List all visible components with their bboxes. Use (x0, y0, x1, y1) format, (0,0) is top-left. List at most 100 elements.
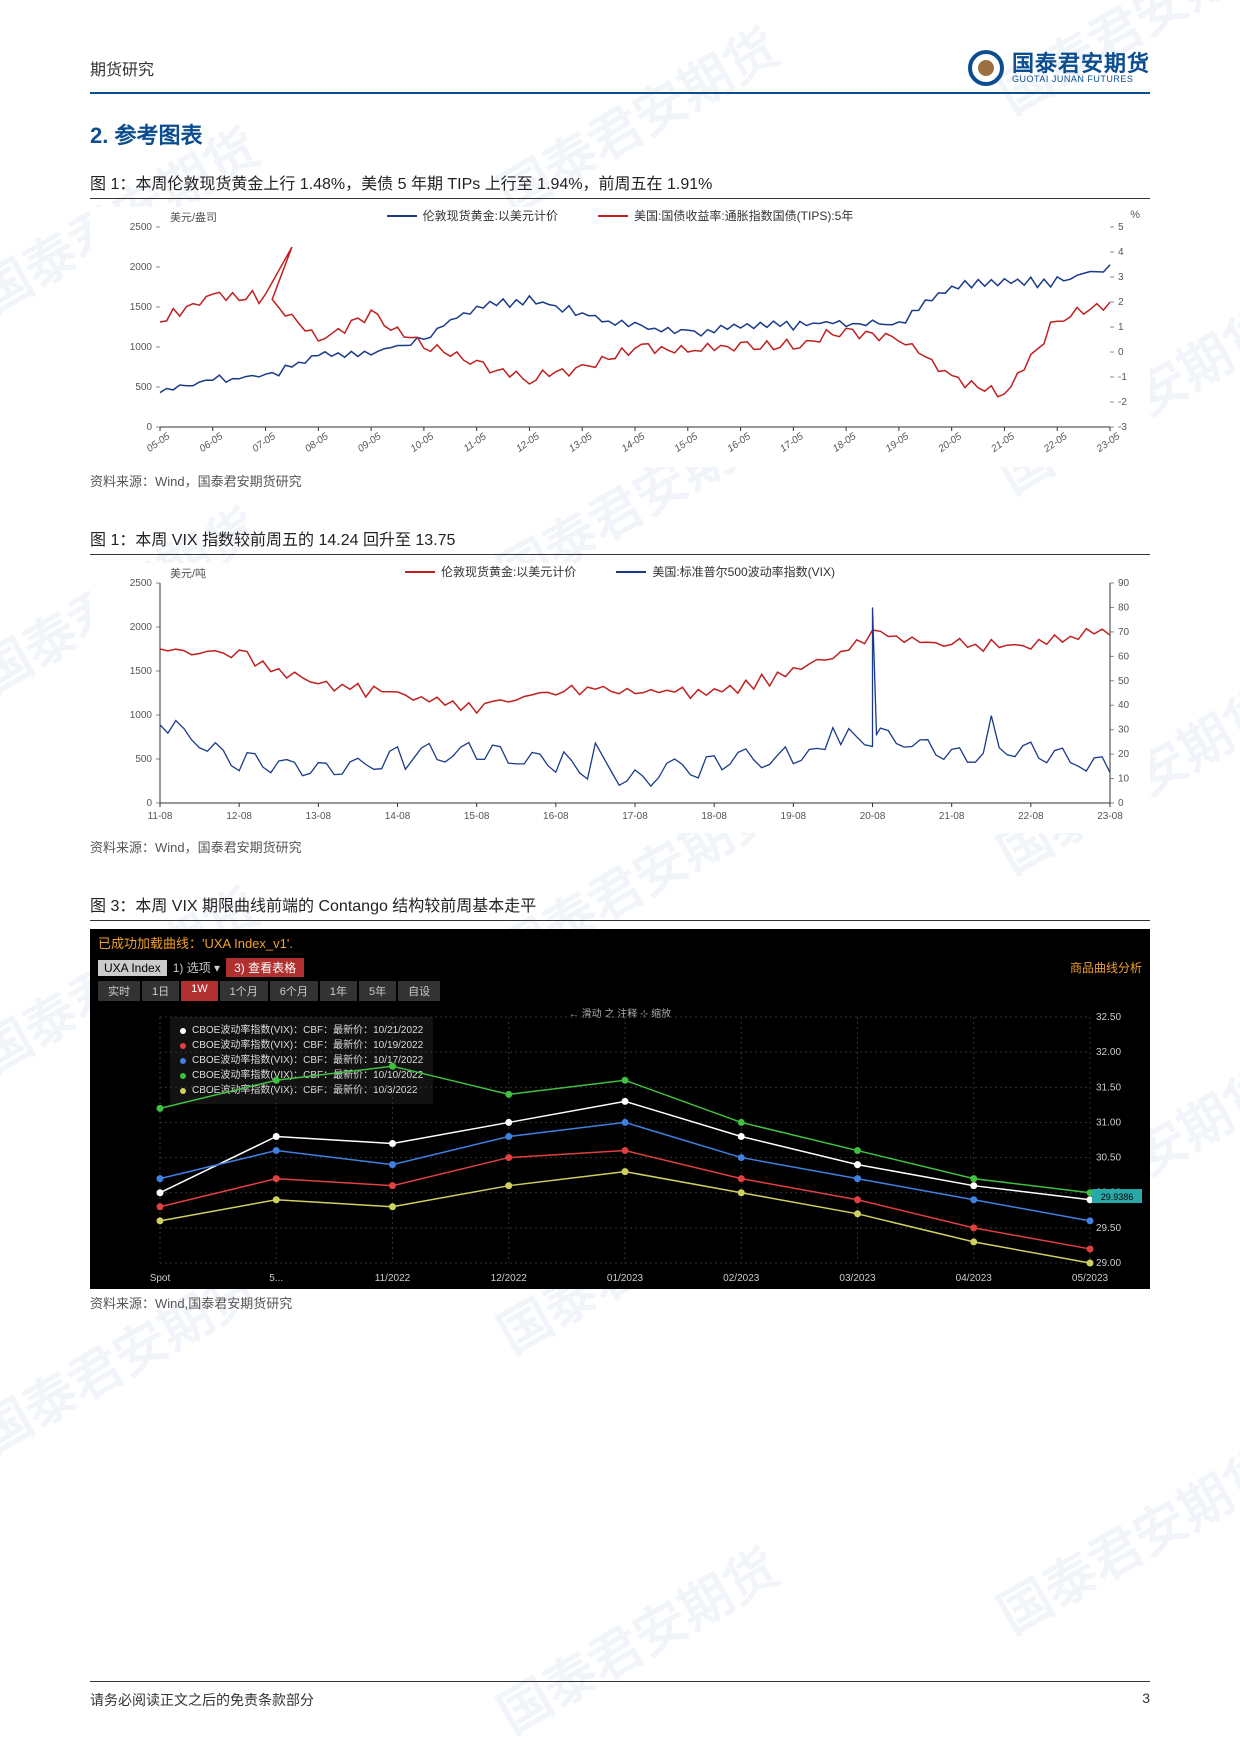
term-loaded: 已成功加载曲线：'UXA Index_v1'. (98, 936, 293, 951)
svg-text:14-05: 14-05 (620, 431, 648, 455)
svg-text:-2: -2 (1118, 397, 1127, 408)
svg-text:-1: -1 (1118, 372, 1127, 383)
term-tab-7[interactable]: 自设 (398, 981, 440, 1001)
svg-text:31.50: 31.50 (1096, 1082, 1121, 1093)
svg-text:17-05: 17-05 (778, 431, 806, 455)
svg-text:16-05: 16-05 (725, 431, 753, 455)
fig3-title: 图 3：本周 VIX 期限曲线前端的 Contango 结构较前周基本走平 (90, 892, 1150, 921)
svg-text:21-08: 21-08 (939, 811, 965, 822)
svg-text:29.50: 29.50 (1096, 1223, 1121, 1234)
svg-text:10: 10 (1118, 774, 1130, 785)
svg-text:5...: 5... (269, 1273, 283, 1284)
term-tab-0[interactable]: 实时 (98, 981, 140, 1001)
svg-text:10-05: 10-05 (409, 431, 437, 455)
svg-text:30: 30 (1118, 725, 1130, 736)
fig1-title: 图 1：本周伦敦现货黄金上行 1.48%，美债 5 年期 TIPs 上行至 1.… (90, 170, 1150, 199)
svg-text:18-08: 18-08 (701, 811, 727, 822)
fig1-chart: 美元/盎司 % 伦敦现货黄金:以美元计价 美国:国债收益率:通胀指数国债(TIP… (90, 207, 1150, 467)
svg-text:21-05: 21-05 (989, 431, 1017, 456)
section-title: 2. 参考图表 (90, 118, 1150, 150)
fig1-source: 资料来源：Wind，国泰君安期货研究 (90, 471, 1150, 490)
svg-text:0: 0 (1118, 798, 1124, 809)
svg-text:80: 80 (1118, 602, 1130, 613)
page-header: 期货研究 国泰君安期货 GUOTAI JUNAN FUTURES (90, 50, 1150, 94)
term-uxa: UXA Index (98, 960, 167, 976)
svg-text:30.50: 30.50 (1096, 1153, 1121, 1164)
svg-text:1500: 1500 (130, 302, 153, 313)
svg-text:17-08: 17-08 (622, 811, 648, 822)
svg-text:1500: 1500 (130, 666, 153, 677)
term-tab-2[interactable]: 1W (181, 981, 218, 1001)
fig1-legend: 伦敦现货黄金:以美元计价 美国:国债收益率:通胀指数国债(TIPS):5年 (90, 207, 1150, 224)
term-tab-4[interactable]: 6个月 (270, 981, 318, 1001)
svg-text:32.00: 32.00 (1096, 1047, 1121, 1058)
term-options[interactable]: 1) 选项 ▾ (173, 959, 220, 976)
svg-text:12-08: 12-08 (226, 811, 252, 822)
svg-text:15-05: 15-05 (673, 431, 701, 455)
fig2-legend2: 美国:标准普尔500波动率指数(VIX) (652, 563, 835, 580)
svg-text:500: 500 (135, 754, 152, 765)
svg-text:02/2023: 02/2023 (723, 1273, 760, 1284)
svg-text:Spot: Spot (150, 1273, 171, 1284)
svg-text:07-05: 07-05 (250, 431, 278, 455)
logo-cn: 国泰君安期货 (1012, 53, 1150, 75)
svg-text:08-05: 08-05 (303, 431, 331, 455)
term-view-table[interactable]: 3) 查看表格 (226, 958, 304, 977)
svg-text:14-08: 14-08 (385, 811, 411, 822)
svg-text:19-08: 19-08 (781, 811, 807, 822)
svg-text:22-08: 22-08 (1018, 811, 1044, 822)
fig2-title: 图 1：本周 VIX 指数较前周五的 14.24 回升至 13.75 (90, 526, 1150, 555)
svg-text:2000: 2000 (130, 622, 153, 633)
svg-text:05-05: 05-05 (145, 431, 173, 455)
brand-logo: 国泰君安期货 GUOTAI JUNAN FUTURES (968, 50, 1150, 86)
svg-text:01/2023: 01/2023 (607, 1273, 644, 1284)
svg-text:2000: 2000 (130, 262, 153, 273)
logo-en: GUOTAI JUNAN FUTURES (1012, 75, 1150, 84)
svg-text:03/2023: 03/2023 (839, 1273, 876, 1284)
svg-text:40: 40 (1118, 700, 1130, 711)
term-tab-1[interactable]: 1日 (142, 981, 179, 1001)
svg-text:3: 3 (1118, 272, 1124, 283)
term-tab-6[interactable]: 5年 (359, 981, 396, 1001)
svg-text:13-05: 13-05 (567, 431, 595, 455)
svg-text:60: 60 (1118, 651, 1130, 662)
term-tab-3[interactable]: 1个月 (220, 981, 268, 1001)
svg-text:19-05: 19-05 (884, 431, 912, 455)
svg-text:04/2023: 04/2023 (956, 1273, 993, 1284)
svg-text:32.50: 32.50 (1096, 1012, 1121, 1023)
svg-text:-3: -3 (1118, 422, 1127, 433)
fig2-chart: 美元/吨 伦敦现货黄金:以美元计价 美国:标准普尔500波动率指数(VIX) 0… (90, 563, 1150, 833)
fig2-legend1: 伦敦现货黄金:以美元计价 (441, 563, 576, 580)
logo-icon (968, 50, 1004, 86)
svg-text:0: 0 (146, 422, 152, 433)
svg-text:29.00: 29.00 (1096, 1258, 1121, 1269)
fig3-terminal: 已成功加载曲线：'UXA Index_v1'. UXA Index 1) 选项 … (90, 929, 1150, 1289)
svg-text:11-08: 11-08 (148, 811, 173, 822)
fig1-legend2: 美国:国债收益率:通胀指数国债(TIPS):5年 (634, 207, 853, 224)
term-tab-5[interactable]: 1年 (320, 981, 357, 1001)
svg-text:29.9386: 29.9386 (1101, 1192, 1134, 1202)
fig1-legend1: 伦敦现货黄金:以美元计价 (423, 207, 558, 224)
svg-text:05/2023: 05/2023 (1072, 1273, 1109, 1284)
svg-text:50: 50 (1118, 676, 1130, 687)
fig3-source: 资料来源：Wind,国泰君安期货研究 (90, 1293, 1150, 1312)
term-analysis: 商品曲线分析 (1070, 959, 1142, 976)
svg-text:15-08: 15-08 (464, 811, 490, 822)
svg-text:12/2022: 12/2022 (491, 1273, 528, 1284)
svg-text:31.00: 31.00 (1096, 1117, 1121, 1128)
svg-text:20: 20 (1118, 749, 1130, 760)
svg-text:0: 0 (1118, 347, 1124, 358)
svg-text:18-05: 18-05 (831, 431, 859, 455)
watermark: 国泰君安期货 (482, 1527, 790, 1748)
svg-text:1: 1 (1118, 322, 1124, 333)
svg-text:1000: 1000 (130, 342, 153, 353)
fig1-svg: 05001000150020002500-3-2-101234505-0506-… (90, 207, 1150, 467)
svg-text:12-05: 12-05 (514, 431, 542, 455)
svg-text:20-05: 20-05 (936, 431, 964, 456)
svg-text:70: 70 (1118, 627, 1130, 638)
svg-text:23-08: 23-08 (1097, 811, 1123, 822)
svg-text:06-05: 06-05 (198, 431, 226, 455)
footer-disclaimer: 请务必阅读正文之后的免责条款部分 (90, 1690, 314, 1710)
svg-text:22-05: 22-05 (1041, 431, 1069, 456)
svg-text:500: 500 (135, 382, 152, 393)
